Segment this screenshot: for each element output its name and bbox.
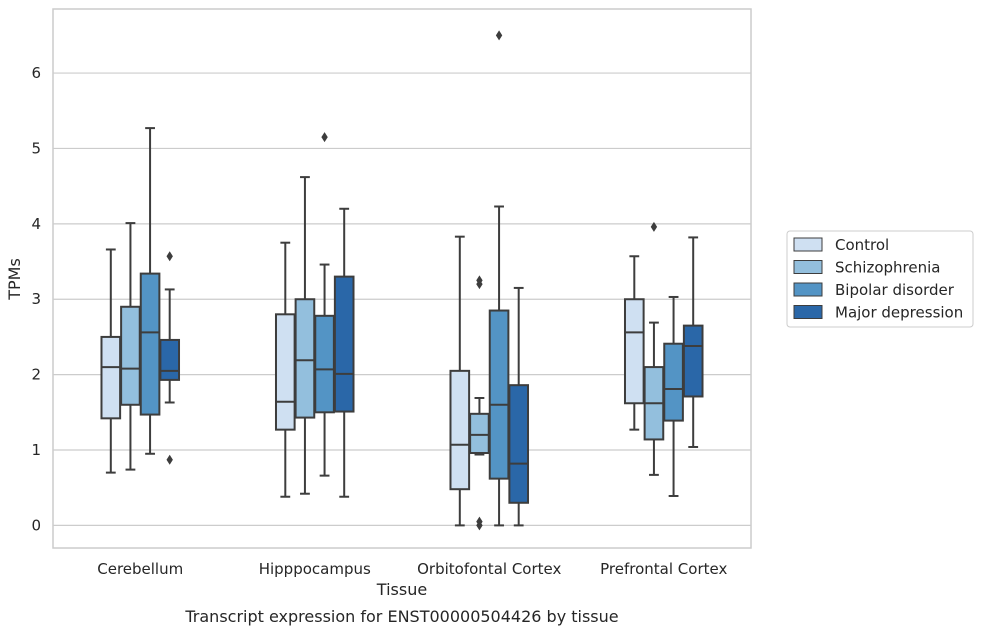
box-control — [100, 248, 122, 474]
y-tick-label: 3 — [31, 290, 41, 308]
legend-label: Bipolar disorder — [835, 281, 955, 299]
box-bipolar-disorder — [663, 295, 684, 497]
x-axis-ticks: Cerebellum Hipppocampus Orbitofontal Corte… — [97, 560, 727, 578]
legend-swatch — [793, 237, 823, 252]
box-major-depression — [682, 236, 704, 448]
box-body — [159, 338, 181, 381]
box-control — [274, 241, 296, 498]
legend-label: Control — [835, 236, 889, 254]
x-tick-label: Hipppocampus — [259, 560, 371, 578]
legend: Control Schizophrenia Bipolar disorder Majo… — [786, 230, 974, 328]
legend-frame — [786, 230, 974, 328]
chart-title: Transcript expression for ENST0000050442… — [184, 607, 618, 626]
outlier-point — [166, 251, 173, 262]
box-body — [488, 309, 510, 480]
box-body — [274, 313, 296, 431]
outlier-point — [321, 132, 328, 143]
box-body — [469, 412, 490, 455]
box-body — [623, 298, 645, 405]
outlier-point — [166, 454, 173, 465]
box-schizophrenia — [120, 222, 141, 471]
box-body — [314, 314, 335, 414]
legend-swatch — [793, 282, 823, 297]
box-body — [100, 335, 122, 420]
y-tick-label: 5 — [31, 139, 41, 157]
box-body — [508, 384, 530, 504]
y-axis-ticks: 0 1 2 3 4 5 6 — [31, 64, 41, 534]
box-bipolar-disorder — [488, 30, 510, 527]
x-tick-label: Orbitofontal Cortex — [417, 560, 561, 578]
box-body — [139, 272, 161, 416]
legend-swatch — [793, 305, 823, 319]
box-major-depression — [159, 251, 181, 465]
legend-label: Major depression — [835, 304, 963, 322]
x-tick-label: Prefrontal Cortex — [600, 560, 727, 578]
box-body — [663, 342, 684, 422]
y-tick-label: 2 — [31, 366, 41, 384]
y-tick-label: 1 — [31, 441, 41, 459]
y-tick-label: 0 — [31, 516, 41, 534]
outlier-point — [495, 30, 503, 41]
x-axis-label: Tissue — [376, 580, 427, 599]
box-major-depression — [333, 207, 355, 498]
box-body — [449, 369, 471, 491]
box-body — [682, 324, 704, 398]
plot-area-frame — [52, 8, 752, 549]
box-schizophrenia — [294, 176, 316, 495]
box-control — [449, 235, 471, 527]
outlier-point — [476, 516, 483, 527]
box-body — [333, 275, 355, 413]
box-body — [294, 298, 316, 419]
box-major-depression — [508, 286, 530, 527]
box-schizophrenia — [643, 221, 665, 476]
box-bipolar-disorder — [139, 127, 161, 455]
y-tick-label: 6 — [31, 64, 41, 82]
box-bipolar-disorder — [314, 132, 335, 477]
outlier-point — [476, 275, 483, 286]
boxes-layer — [100, 30, 704, 531]
legend-label: Schizophrenia — [835, 259, 940, 277]
y-axis-label: TPMs — [5, 258, 24, 301]
box-body — [120, 305, 141, 406]
box-control — [623, 255, 645, 431]
y-tick-label: 4 — [31, 215, 41, 233]
outlier-point — [650, 221, 658, 232]
legend-swatch — [793, 260, 823, 274]
x-tick-label: Cerebellum — [97, 560, 183, 578]
box-schizophrenia — [469, 275, 490, 531]
